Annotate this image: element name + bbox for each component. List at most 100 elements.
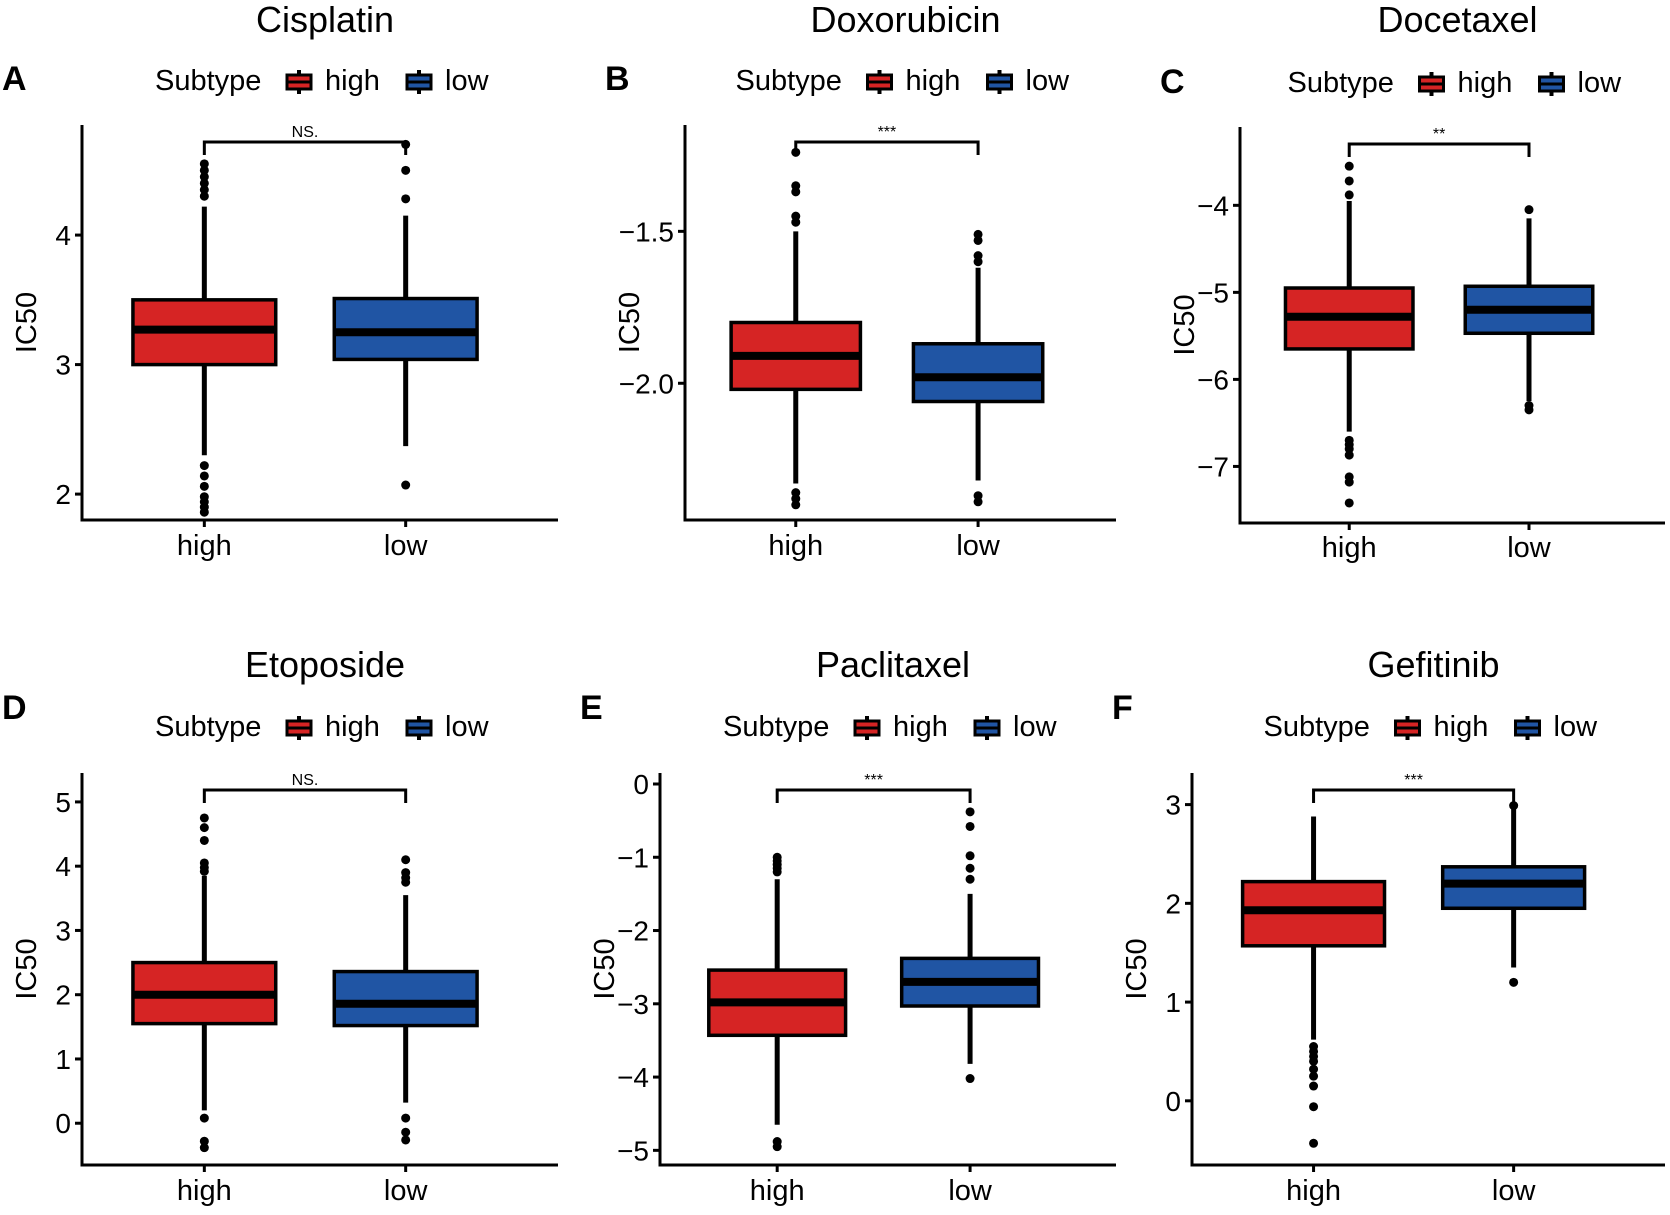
- panel-title: Doxorubicin: [810, 0, 1000, 40]
- significance-bracket: ***: [775, 772, 972, 803]
- y-axis-label: IC50: [589, 938, 621, 999]
- bracket-line: [1347, 142, 1531, 157]
- y-tick-label: −4: [1197, 190, 1229, 221]
- y-axis-label: IC50: [11, 292, 43, 353]
- outlier-point: [1344, 477, 1354, 487]
- significance-label: ***: [1404, 772, 1423, 789]
- panel-d: Etoposide D Subtype high low IC50 0 1 2 3 4 5 high lo…: [2, 644, 558, 1207]
- legend: Subtype high low: [1264, 711, 1599, 743]
- outlier-point: [199, 461, 209, 471]
- outlier-point: [1344, 498, 1354, 508]
- panel-title: Cisplatin: [256, 0, 394, 40]
- y-tick-label: 4: [55, 851, 71, 882]
- legend-key-high: [285, 70, 313, 94]
- x-tick-label: high: [1322, 532, 1377, 564]
- x-tick-label: low: [384, 530, 429, 562]
- outlier-point: [199, 178, 209, 188]
- outlier-point: [791, 187, 801, 197]
- box-high: [1240, 816, 1387, 1148]
- y-tick-label: 0: [633, 769, 649, 800]
- box-low: [1463, 205, 1595, 415]
- panel-title: Etoposide: [245, 644, 405, 685]
- legend-label-low: low: [1013, 711, 1058, 743]
- y-tick-label: 2: [55, 980, 71, 1011]
- significance-bracket: NS.: [202, 124, 408, 155]
- outlier-point: [973, 497, 983, 507]
- legend-label-low: low: [1554, 711, 1599, 743]
- legend-key-high: [853, 716, 881, 740]
- significance-bracket: ***: [1312, 772, 1516, 803]
- outlier-point: [1309, 1138, 1319, 1148]
- x-tick-label: high: [1286, 1175, 1341, 1207]
- outlier-point: [965, 807, 975, 817]
- outlier-point: [1309, 1056, 1319, 1066]
- bracket-line: [794, 140, 980, 155]
- legend: Subtype high low: [723, 711, 1058, 743]
- outlier-point: [1344, 190, 1354, 200]
- box-low: [911, 229, 1045, 507]
- y-tick-label: 4: [55, 220, 71, 251]
- legend-label-high: high: [893, 711, 948, 743]
- significance-bracket: **: [1347, 126, 1531, 157]
- outlier-point: [1344, 161, 1354, 171]
- outlier-point: [973, 235, 983, 245]
- legend-title: Subtype: [1288, 67, 1394, 99]
- box-high: [1283, 161, 1415, 508]
- outlier-point: [199, 507, 209, 517]
- bracket-line: [202, 140, 408, 155]
- x-tick-label: low: [956, 530, 1001, 562]
- panel-c: Docetaxel C Subtype high low IC50 −7 −6 −5 −4 high…: [1160, 0, 1665, 564]
- outlier-point: [1509, 801, 1519, 811]
- outlier-point: [1309, 1064, 1319, 1074]
- legend-label-low: low: [445, 65, 490, 97]
- legend-key-low: [973, 716, 1001, 740]
- bracket-line: [1312, 788, 1516, 803]
- outlier-point: [772, 867, 782, 877]
- y-axis-label: IC50: [1121, 938, 1153, 999]
- y-tick-label: 2: [55, 479, 71, 510]
- x-tick-label: low: [1492, 1175, 1537, 1207]
- outlier-point: [791, 500, 801, 510]
- panel-letter: B: [605, 60, 630, 98]
- legend: Subtype high low: [736, 65, 1071, 97]
- box-high: [707, 852, 848, 1152]
- box-high: [131, 159, 278, 517]
- outlier-point: [965, 874, 975, 884]
- legend-title: Subtype: [736, 65, 842, 97]
- outlier-point: [1524, 205, 1534, 215]
- significance-label: NS.: [292, 772, 319, 789]
- legend-key-low: [1514, 716, 1541, 740]
- outlier-point: [199, 813, 209, 823]
- legend-label-high: high: [325, 711, 380, 743]
- significance-label: ***: [878, 124, 897, 141]
- legend-label-low: low: [445, 711, 490, 743]
- y-tick-label: 2: [1165, 888, 1181, 919]
- y-tick-label: −5: [617, 1135, 649, 1166]
- y-tick-label: −2: [617, 916, 649, 947]
- x-tick-label: high: [768, 530, 823, 562]
- outlier-point: [965, 821, 975, 831]
- outlier-point: [772, 1142, 782, 1152]
- x-tick-label: low: [1507, 532, 1552, 564]
- significance-bracket: NS.: [202, 772, 408, 803]
- outlier-point: [199, 481, 209, 491]
- iqr-box: [332, 969, 479, 1028]
- legend-label-high: high: [325, 65, 380, 97]
- legend-key-high: [866, 70, 893, 94]
- outlier-point: [401, 1113, 411, 1123]
- legend-title: Subtype: [155, 711, 261, 743]
- legend-label-high: high: [1458, 67, 1513, 99]
- outlier-point: [973, 257, 983, 267]
- outlier-point: [401, 165, 411, 175]
- panel-title: Docetaxel: [1377, 0, 1537, 40]
- significance-bracket: ***: [794, 124, 980, 155]
- y-tick-label: 0: [55, 1108, 71, 1139]
- outlier-point: [199, 835, 209, 845]
- legend: Subtype high low: [155, 711, 490, 743]
- y-tick-label: −6: [1197, 364, 1229, 395]
- panel-letter: D: [2, 689, 27, 727]
- legend-title: Subtype: [723, 711, 829, 743]
- legend: Subtype high low: [1288, 67, 1623, 99]
- box-high: [131, 813, 278, 1153]
